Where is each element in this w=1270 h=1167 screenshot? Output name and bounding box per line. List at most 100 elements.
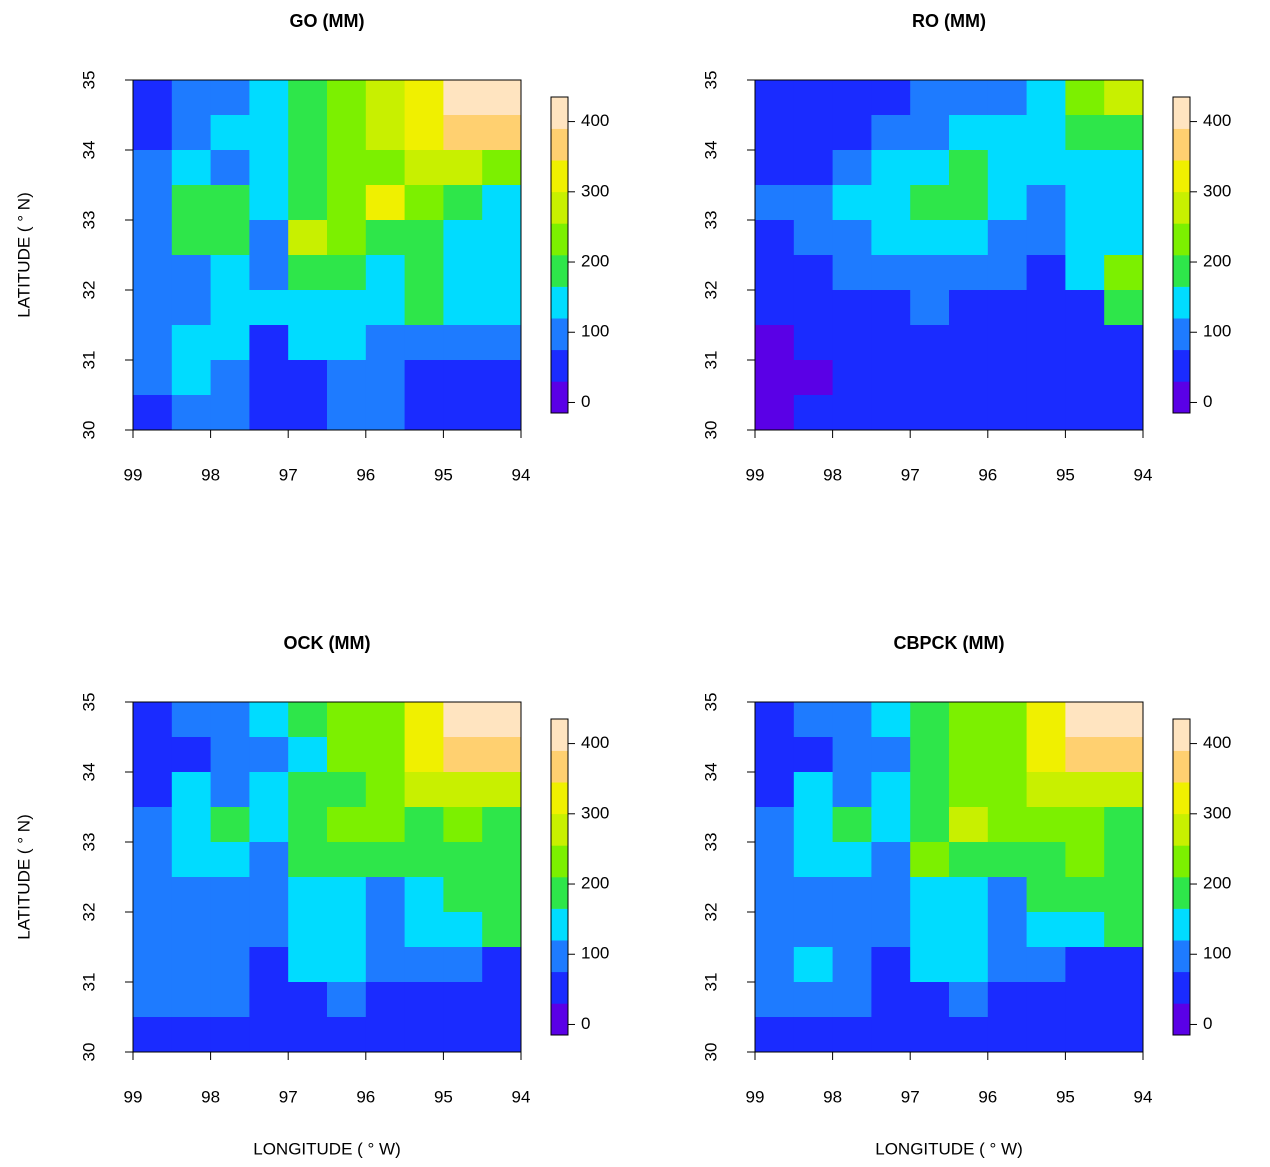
cell [910,150,950,186]
cell [910,290,950,326]
cell [171,255,212,291]
colorbar-band [551,940,568,973]
cell [987,115,1028,151]
cell [832,150,872,186]
cell [987,912,1028,948]
cell [755,982,795,1018]
cell [987,325,1028,361]
cell [482,115,522,151]
cell [288,395,328,431]
cell [987,807,1028,843]
cell [1104,325,1144,361]
cell [133,947,173,983]
cell [832,842,872,878]
cell [910,185,950,221]
cell [288,912,328,948]
cell [871,737,911,773]
y-tick-label: 34 [701,763,720,782]
colorbar-band [551,877,568,909]
cell [987,737,1028,773]
colorbar-tick-label: 300 [581,803,609,822]
cell [832,220,872,256]
cell [210,982,250,1018]
cell [949,947,989,983]
cell [949,702,989,738]
colorbar-band [1173,255,1190,287]
cell [793,842,834,878]
cell [1026,290,1066,326]
cell [949,737,989,773]
colorbar-band [1173,318,1190,351]
cell [365,842,406,878]
x-tick-label: 96 [978,1087,997,1106]
cell [365,877,406,913]
cell [249,1017,289,1053]
colorbar-band [551,719,568,751]
cell [755,220,795,256]
cell [1026,947,1066,983]
colorbar-tick-label: 200 [1203,874,1231,893]
cell [482,290,522,326]
cell [832,360,872,396]
x-tick-label: 95 [1056,465,1075,484]
cell [133,702,173,738]
cell [288,947,328,983]
cell [365,807,406,843]
colorbar-band [551,255,568,287]
cell [443,1017,483,1053]
cell [949,877,989,913]
cell [482,1017,522,1053]
cell [443,220,483,256]
colorbar-tick-label: 200 [581,252,609,271]
panel-title: RO (MM) [912,11,986,31]
x-tick-label: 96 [356,1087,375,1106]
cell [949,1017,989,1053]
cell [171,115,212,151]
x-tick-label: 94 [512,1087,531,1106]
cell [249,360,289,396]
cell [404,1017,444,1053]
cell [871,877,911,913]
cell [755,877,795,913]
cell [327,395,367,431]
cell [404,982,444,1018]
cell [249,255,289,291]
cell [288,982,328,1018]
cell [443,360,483,396]
cell [793,325,834,361]
cell [1104,947,1144,983]
cell [171,80,212,116]
cell [482,80,522,116]
cell [1104,290,1144,326]
cell [871,325,911,361]
cell [755,290,795,326]
cell [249,912,289,948]
cell [133,737,173,773]
cell [249,807,289,843]
cell [871,395,911,431]
cell [365,290,406,326]
colorbar-band [551,1003,568,1036]
cell [249,325,289,361]
cell [288,1017,328,1053]
plot-frame [132,79,522,431]
cell [832,185,872,221]
y-tick-label: 34 [701,141,720,160]
cell [443,325,483,361]
cell [249,290,289,326]
cell [327,947,367,983]
cell [987,395,1028,431]
cell [327,1017,367,1053]
colorbar-band [1173,381,1190,414]
cell [1104,842,1144,878]
cell [404,255,444,291]
cell [910,360,950,396]
colorbar-band [551,191,568,224]
colorbar-frame [1172,96,1191,414]
cell [133,360,173,396]
cell [949,115,989,151]
cell [133,842,173,878]
cell [793,290,834,326]
cell [871,807,911,843]
colorbar-band [1173,349,1190,382]
